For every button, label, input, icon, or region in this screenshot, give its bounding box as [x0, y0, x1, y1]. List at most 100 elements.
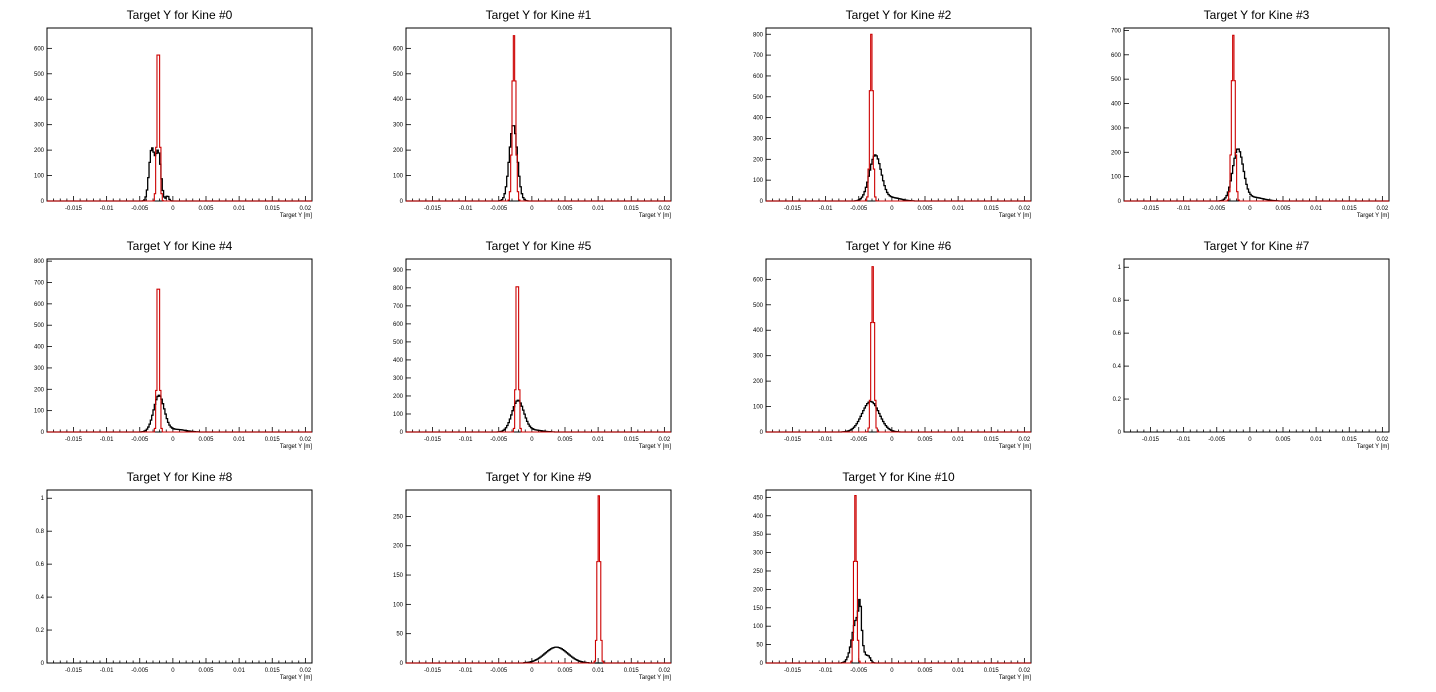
plot-frame [1123, 258, 1390, 433]
y-tick-label: 400 [34, 97, 45, 103]
x-tick-label: -0.01 [459, 668, 473, 674]
y-tick-label: 0 [1118, 430, 1122, 436]
x-tick-label: -0.005 [850, 437, 868, 443]
x-tick-label: 0.005 [917, 206, 933, 212]
histogram-series-1 [766, 494, 1031, 664]
y-tick-label: 400 [753, 514, 764, 520]
y-tick-label: 0.8 [1113, 298, 1122, 304]
x-tick-label: 0.01 [592, 668, 604, 674]
x-tick-label: -0.01 [459, 206, 473, 212]
y-tick-label: 100 [393, 602, 404, 608]
histogram-series-1 [406, 286, 671, 433]
plot-frame [765, 258, 1032, 433]
y-tick-label: 0 [760, 661, 764, 667]
y-tick-label: 500 [753, 303, 764, 309]
x-tick-label: 0 [171, 668, 175, 674]
y-tick-label: 400 [34, 345, 45, 351]
x-tick-label: 0.02 [1019, 206, 1031, 212]
plot-frame [46, 258, 313, 433]
histogram-panel-9: Target Y for Kine #9 -0.015 -0.01 -0.005 0 0.… [393, 470, 672, 681]
y-tick-label: 600 [34, 46, 45, 52]
x-axis-title: Target Y [m] [280, 444, 312, 450]
x-tick-label: 0.02 [1377, 437, 1389, 443]
y-tick-label: 600 [753, 277, 764, 283]
histogram-panel-5: Target Y for Kine #5 -0.015 -0.01 -0.005 0 0.… [393, 239, 672, 450]
plot-frame [765, 27, 1032, 202]
histogram-series-0 [47, 394, 312, 433]
plot-frame [46, 489, 313, 664]
y-tick-label: 450 [753, 495, 764, 501]
histogram-panel-2: Target Y for Kine #2 -0.015 -0.01 -0.005 0 0.… [753, 8, 1032, 219]
panel-title: Target Y for Kine #3 [1204, 8, 1310, 22]
y-tick-label: 0 [760, 430, 764, 436]
x-tick-label: -0.01 [100, 206, 114, 212]
x-tick-label: -0.01 [819, 668, 833, 674]
x-tick-label: -0.005 [1208, 206, 1226, 212]
y-tick-label: 400 [393, 358, 404, 364]
x-axis-title: Target Y [m] [999, 675, 1031, 681]
y-tick-label: 500 [34, 72, 45, 78]
y-tick-label: 300 [34, 123, 45, 129]
x-tick-label: 0.02 [659, 668, 671, 674]
x-tick-label: 0.005 [917, 437, 933, 443]
x-tick-label: 0.02 [1377, 206, 1389, 212]
y-tick-label: 0.4 [36, 595, 45, 601]
y-tick-label: 100 [753, 624, 764, 630]
plot-frame [46, 27, 313, 202]
x-tick-label: 0.02 [1019, 437, 1031, 443]
histogram-panel-4: Target Y for Kine #4 -0.015 -0.01 -0.005 0 0.… [34, 239, 313, 450]
x-tick-label: 0.015 [624, 437, 640, 443]
x-tick-label: 0.02 [659, 206, 671, 212]
panel-title: Target Y for Kine #8 [127, 470, 233, 484]
y-tick-label: 400 [393, 97, 404, 103]
x-tick-label: -0.01 [100, 668, 114, 674]
x-axis-title: Target Y [m] [639, 675, 671, 681]
histogram-series-1 [406, 495, 671, 664]
y-tick-label: 900 [393, 268, 404, 274]
x-tick-label: -0.01 [459, 437, 473, 443]
y-tick-label: 50 [396, 632, 403, 638]
histogram-panel-10: Target Y for Kine #10 -0.015 -0.01 -0.005 0 0… [753, 470, 1032, 681]
y-tick-label: 1 [41, 496, 45, 502]
x-tick-label: 0 [530, 437, 534, 443]
y-tick-label: 200 [393, 148, 404, 154]
x-tick-label: 0 [530, 668, 534, 674]
y-tick-label: 300 [753, 136, 764, 142]
x-axis-title: Target Y [m] [1357, 213, 1389, 219]
y-tick-label: 500 [753, 95, 764, 101]
y-tick-label: 600 [753, 74, 764, 80]
x-tick-label: 0.015 [984, 206, 1000, 212]
panel-title: Target Y for Kine #0 [127, 8, 233, 22]
x-tick-label: 0.01 [233, 437, 245, 443]
x-tick-label: -0.005 [850, 206, 868, 212]
x-tick-label: 0 [890, 668, 894, 674]
y-tick-label: 600 [393, 322, 404, 328]
x-tick-label: 0.01 [233, 668, 245, 674]
x-tick-label: 0.01 [952, 668, 964, 674]
histogram-panel-7: Target Y for Kine #7 -0.015 -0.01 -0.005 0 0.… [1113, 239, 1390, 450]
y-tick-label: 400 [1111, 102, 1122, 108]
y-tick-label: 200 [753, 587, 764, 593]
histogram-panel-3: Target Y for Kine #3 -0.015 -0.01 -0.005 0 0.… [1111, 8, 1390, 219]
y-tick-label: 100 [393, 412, 404, 418]
y-tick-label: 0 [760, 199, 764, 205]
x-tick-label: 0.01 [1310, 437, 1322, 443]
y-tick-label: 0.6 [1113, 331, 1122, 337]
histogram-panel-1: Target Y for Kine #1 -0.015 -0.01 -0.005 0 0.… [393, 8, 672, 219]
histogram-series-0 [47, 147, 312, 202]
y-tick-label: 200 [393, 394, 404, 400]
x-axis-title: Target Y [m] [639, 213, 671, 219]
panel-title: Target Y for Kine #2 [846, 8, 952, 22]
histogram-series-1 [47, 54, 312, 202]
x-tick-label: 0.005 [198, 206, 214, 212]
x-tick-label: -0.01 [100, 437, 114, 443]
histogram-series-0 [766, 154, 1031, 202]
y-tick-label: 600 [1111, 53, 1122, 59]
x-tick-label: 0.015 [265, 206, 281, 212]
histogram-panel-6: Target Y for Kine #6 -0.015 -0.01 -0.005 0 0.… [753, 239, 1032, 450]
y-tick-label: 50 [756, 643, 763, 649]
histogram-series-1 [1124, 34, 1389, 202]
x-tick-label: 0.005 [1275, 206, 1291, 212]
x-tick-label: -0.005 [490, 668, 508, 674]
y-tick-label: 0 [41, 199, 45, 205]
